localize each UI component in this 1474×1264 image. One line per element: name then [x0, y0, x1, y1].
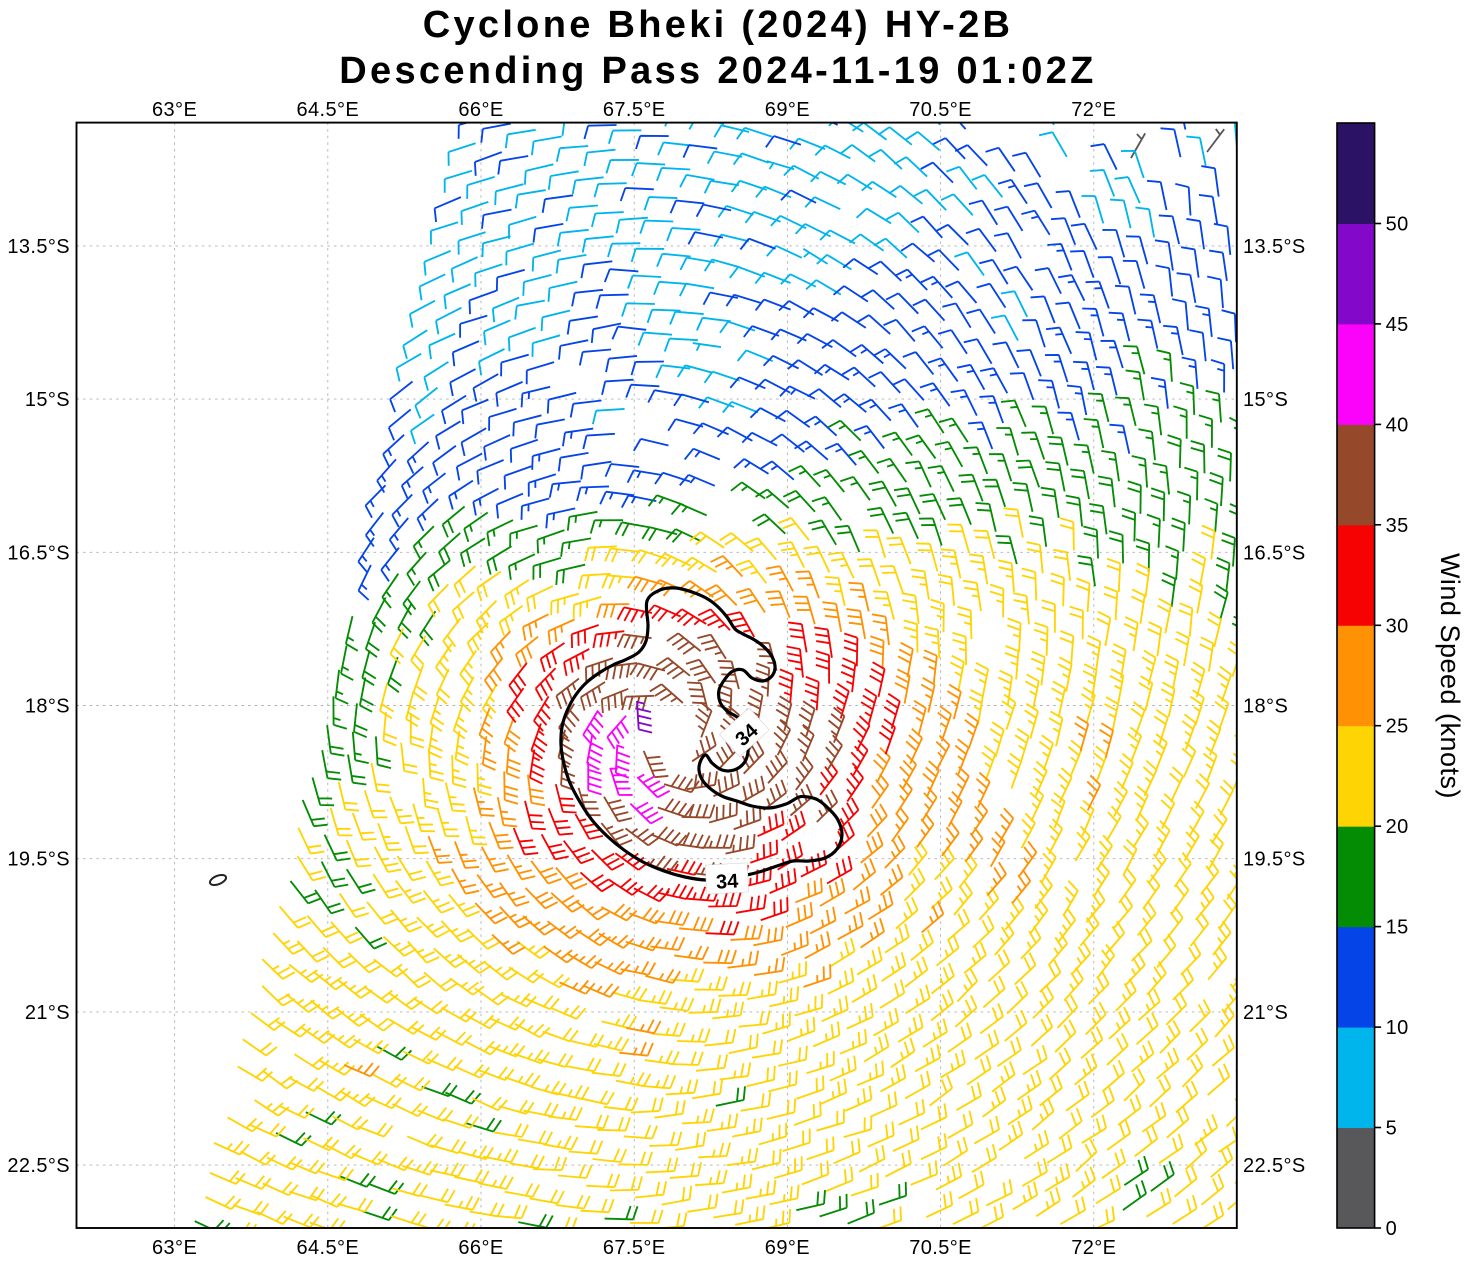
svg-text:25: 25	[1386, 716, 1409, 738]
svg-text:Wind Speed (knots): Wind Speed (knots)	[1435, 553, 1465, 799]
svg-text:5: 5	[1386, 1118, 1398, 1140]
svg-text:18°S: 18°S	[25, 696, 70, 718]
svg-text:22.5°S: 22.5°S	[1243, 1155, 1306, 1177]
svg-text:69°E: 69°E	[765, 99, 810, 121]
svg-text:72°E: 72°E	[1071, 1237, 1116, 1259]
svg-text:69°E: 69°E	[765, 1237, 810, 1259]
svg-text:20: 20	[1386, 816, 1409, 838]
svg-text:66°E: 66°E	[458, 99, 503, 121]
svg-text:15°S: 15°S	[25, 389, 70, 411]
svg-text:19.5°S: 19.5°S	[1243, 849, 1306, 871]
svg-text:15°S: 15°S	[1243, 389, 1288, 411]
svg-text:50: 50	[1386, 214, 1409, 236]
svg-text:30: 30	[1386, 615, 1409, 637]
svg-text:13.5°S: 13.5°S	[7, 236, 70, 258]
svg-text:22.5°S: 22.5°S	[7, 1155, 70, 1177]
svg-text:70.5°E: 70.5°E	[909, 1237, 972, 1259]
svg-text:21°S: 21°S	[25, 1002, 70, 1024]
svg-text:70.5°E: 70.5°E	[909, 99, 972, 121]
svg-text:16.5°S: 16.5°S	[7, 542, 70, 564]
svg-text:21°S: 21°S	[1243, 1002, 1288, 1024]
svg-text:66°E: 66°E	[458, 1237, 503, 1259]
svg-text:0: 0	[1386, 1218, 1398, 1240]
svg-text:64.5°E: 64.5°E	[296, 1237, 359, 1259]
svg-text:34: 34	[715, 870, 739, 893]
svg-text:72°E: 72°E	[1071, 99, 1116, 121]
svg-text:67.5°E: 67.5°E	[603, 1237, 666, 1259]
svg-text:Descending Pass 2024-11-19 01:: Descending Pass 2024-11-19 01:02Z	[339, 50, 1096, 92]
svg-text:63°E: 63°E	[152, 1237, 197, 1259]
svg-text:15: 15	[1386, 917, 1409, 939]
svg-text:67.5°E: 67.5°E	[603, 99, 666, 121]
svg-text:13.5°S: 13.5°S	[1243, 236, 1306, 258]
svg-text:35: 35	[1386, 515, 1409, 537]
svg-text:45: 45	[1386, 314, 1409, 336]
svg-text:16.5°S: 16.5°S	[1243, 542, 1306, 564]
svg-text:64.5°E: 64.5°E	[296, 99, 359, 121]
svg-text:19.5°S: 19.5°S	[7, 849, 70, 871]
svg-text:63°E: 63°E	[152, 99, 197, 121]
svg-text:Cyclone Bheki (2024) HY-2B: Cyclone Bheki (2024) HY-2B	[423, 4, 1014, 46]
svg-text:40: 40	[1386, 414, 1409, 436]
svg-text:10: 10	[1386, 1017, 1409, 1039]
svg-text:18°S: 18°S	[1243, 696, 1288, 718]
